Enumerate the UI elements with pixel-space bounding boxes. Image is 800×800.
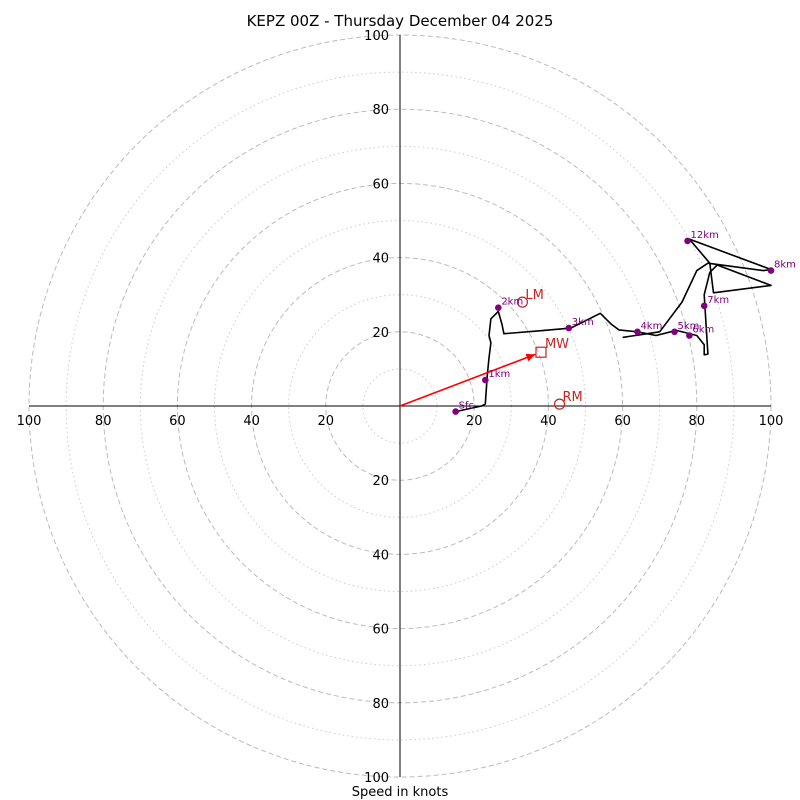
height-marker-Sfc bbox=[452, 408, 459, 415]
left-mover-label: LM bbox=[525, 288, 543, 303]
x-tick-label: 100 bbox=[759, 414, 784, 429]
x-tick-label: 60 bbox=[169, 414, 186, 429]
chart-title: KEPZ 00Z - Thursday December 04 2025 bbox=[247, 12, 554, 30]
height-marker-5km bbox=[671, 328, 678, 336]
height-label-12km: 12km bbox=[691, 230, 719, 241]
height-marker-2km bbox=[495, 304, 502, 311]
y-tick-label: 40 bbox=[372, 548, 389, 563]
height-label-5km: 5km bbox=[678, 321, 700, 332]
height-label-7km: 7km bbox=[707, 295, 729, 306]
height-marker-7km bbox=[700, 302, 708, 310]
x-tick-label: 20 bbox=[466, 414, 483, 429]
y-tick-label: 100 bbox=[364, 771, 389, 786]
x-tick-label: 80 bbox=[95, 414, 112, 429]
height-label-6km: 6km bbox=[692, 325, 714, 336]
y-tick-label: 60 bbox=[372, 623, 389, 638]
height-label-Sfc: Sfc bbox=[459, 401, 474, 412]
height-label-1km: 1km bbox=[488, 369, 510, 380]
y-tick-label: 80 bbox=[372, 697, 389, 712]
y-tick-label: 20 bbox=[372, 474, 389, 489]
height-marker-1km bbox=[482, 376, 489, 384]
hodograph-trace bbox=[455, 238, 772, 413]
storm-motion-layer: MW LM RM bbox=[399, 288, 583, 410]
height-marker-8km bbox=[767, 267, 775, 274]
x-tick-label: 40 bbox=[540, 414, 557, 429]
x-tick-label: 100 bbox=[17, 414, 42, 429]
y-tick-label: 80 bbox=[372, 103, 389, 118]
height-marker-12km bbox=[684, 237, 691, 245]
height-label-2km: 2km bbox=[501, 297, 523, 308]
x-axis-label: Speed in knots bbox=[352, 785, 449, 800]
x-tick-label: 80 bbox=[689, 414, 706, 429]
y-tick-label: 40 bbox=[372, 252, 389, 267]
mean-wind-marker bbox=[535, 346, 547, 358]
right-mover-label: RM bbox=[563, 390, 583, 405]
x-tick-label: 20 bbox=[318, 414, 335, 429]
height-label-3km: 3km bbox=[572, 317, 594, 328]
x-tick-label: 60 bbox=[614, 414, 631, 429]
hodograph-trace-layer bbox=[455, 238, 772, 413]
mean-wind-label: MW bbox=[545, 337, 569, 352]
y-tick-label: 60 bbox=[372, 177, 389, 192]
left-mover-marker bbox=[516, 296, 529, 308]
tick-labels: 100 100 80 80 60 60 40 40 20 20 20 20 40 40 60 60 80 80 10… bbox=[17, 29, 784, 786]
x-tick-label: 40 bbox=[243, 414, 260, 429]
y-tick-label: 100 bbox=[364, 29, 389, 44]
height-label-4km: 4km bbox=[640, 321, 662, 332]
height-marker-3km bbox=[565, 324, 573, 332]
y-tick-label: 20 bbox=[372, 326, 389, 341]
height-label-8km: 8km bbox=[774, 260, 796, 271]
right-mover-marker bbox=[553, 398, 566, 410]
mean-wind-vector bbox=[399, 353, 536, 407]
mean-wind-arrowhead bbox=[525, 353, 536, 362]
height-marker-6km bbox=[686, 332, 693, 339]
height-marker-4km bbox=[634, 328, 641, 336]
